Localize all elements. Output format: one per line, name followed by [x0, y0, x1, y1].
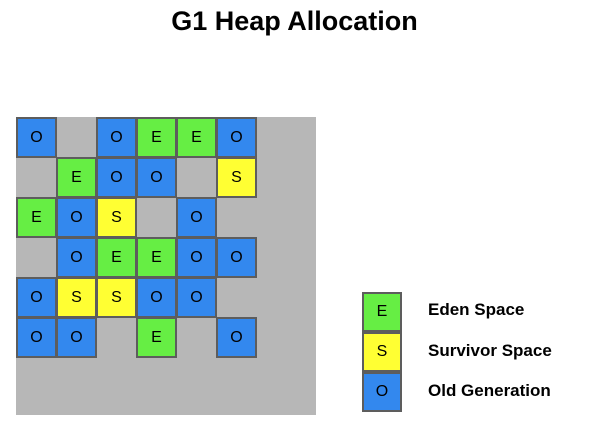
heap-region-eden: E	[136, 237, 177, 278]
heap-region-old: O	[176, 197, 217, 238]
heap-region-old: O	[216, 237, 257, 278]
heap-region-eden: E	[136, 117, 177, 158]
heap-region-eden: E	[136, 317, 177, 358]
heap-region-survivor: S	[56, 277, 97, 318]
heap-region-eden: E	[56, 157, 97, 198]
diagram-title: G1 Heap Allocation	[171, 6, 418, 36]
legend-swatch-survivor: S	[362, 332, 402, 372]
heap-region-old: O	[176, 237, 217, 278]
heap-region-old: O	[56, 237, 97, 278]
heap-region-old: O	[56, 197, 97, 238]
legend-label-old: Old Generation	[428, 381, 551, 400]
heap-region-old: O	[136, 277, 177, 318]
heap-region-old: O	[96, 117, 137, 158]
heap-region-old: O	[96, 157, 137, 198]
heap-region-eden: E	[96, 237, 137, 278]
heap-region-old: O	[16, 117, 57, 158]
heap-region-eden: E	[176, 117, 217, 158]
heap-region-old: O	[136, 157, 177, 198]
legend-label-survivor: Survivor Space	[428, 341, 552, 360]
heap-region-eden: E	[16, 197, 57, 238]
legend-label-eden: Eden Space	[428, 300, 525, 319]
heap-region-survivor: S	[96, 197, 137, 238]
legend-swatch-eden: E	[362, 292, 402, 332]
heap-region-old: O	[216, 117, 257, 158]
legend-swatch-old: O	[362, 372, 402, 412]
heap-region-old: O	[56, 317, 97, 358]
heap-region-old: O	[16, 317, 57, 358]
heap-region-old: O	[216, 317, 257, 358]
heap-region-old: O	[176, 277, 217, 318]
heap-region-survivor: S	[216, 157, 257, 198]
heap-region-old: O	[16, 277, 57, 318]
heap-region-survivor: S	[96, 277, 137, 318]
